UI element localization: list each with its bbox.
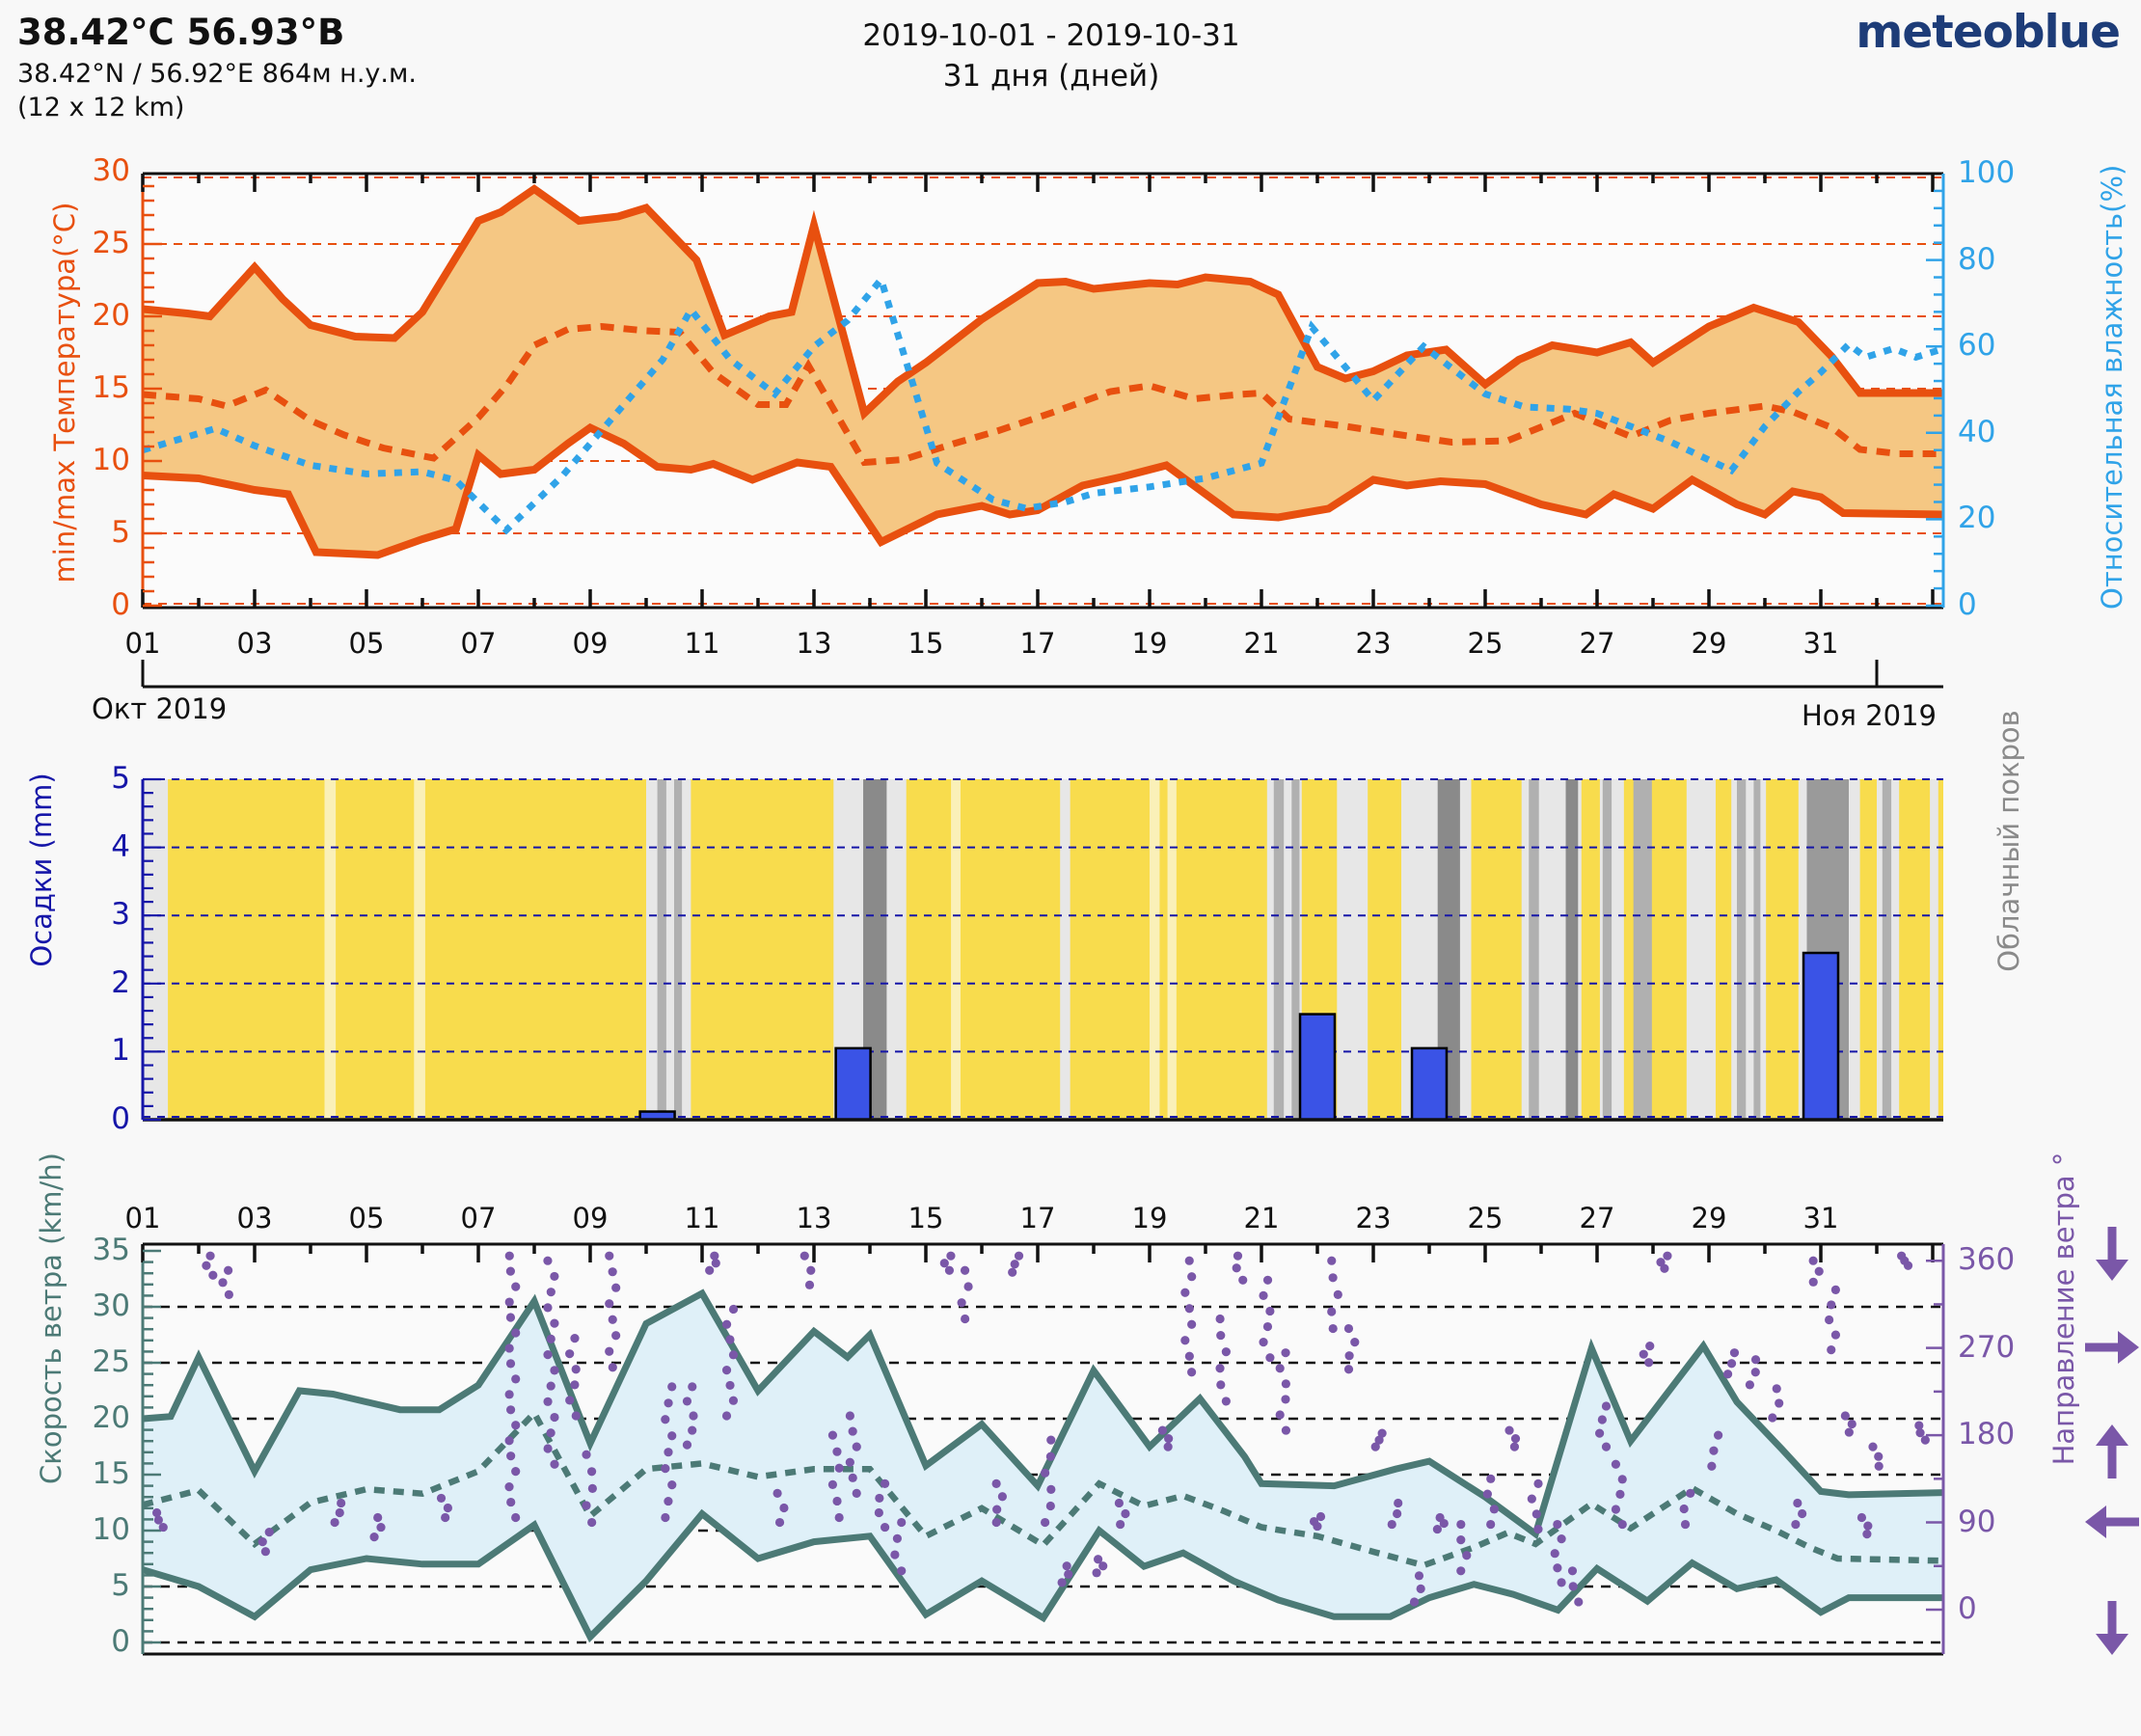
wind-tick-35: 35: [92, 1233, 130, 1267]
wind-dir-tick-90: 90: [1958, 1504, 1996, 1539]
precip-tick-5: 5: [111, 761, 130, 796]
wind-direction-dots: [151, 1251, 1930, 1607]
location-title: 38.42°C 56.93°В: [17, 12, 345, 53]
day-label-wind-13: 13: [796, 1202, 832, 1234]
humidity-tick-60: 60: [1958, 328, 1996, 364]
wind-direction-arrow-icons: [2085, 1227, 2139, 1655]
temp-tick-30: 30: [92, 153, 130, 188]
precip-tick-2: 2: [111, 964, 130, 1000]
wind-arrow-up-icon: [2096, 1424, 2128, 1478]
day-label-temp-03: 03: [236, 627, 273, 660]
precipitation-axis-label: Осадки (mm): [25, 773, 58, 967]
month-label-right: Ноя 2019: [1801, 699, 1937, 732]
day-label-wind-29: 29: [1691, 1202, 1727, 1234]
humidity-tick-100: 100: [1958, 155, 2016, 190]
wind-arrow-right-icon: [2085, 1331, 2139, 1364]
day-count: 31 дня (дней): [942, 59, 1160, 94]
day-label-wind-11: 11: [684, 1202, 720, 1234]
day-label-temp-23: 23: [1355, 627, 1392, 660]
temp-tick-15: 15: [92, 370, 130, 405]
location-coordinates: 38.42°N / 56.92°E 864м н.у.м.: [17, 59, 417, 89]
temp-tick-0: 0: [111, 587, 130, 622]
day-label-temp-27: 27: [1579, 627, 1615, 660]
location-grid-resolution: (12 x 12 km): [17, 93, 185, 122]
date-range-header: 2019-10-01 - 2019-10-31 31 дня (дней): [733, 15, 1369, 96]
day-label-temp-15: 15: [908, 627, 944, 660]
precipitation-chart: [141, 777, 1943, 1122]
wind-direction-axis-label: Направление ветра °: [2047, 1152, 2080, 1466]
wind-arrow-down-icon: [2096, 1227, 2128, 1281]
day-label-temp-17: 17: [1019, 627, 1056, 660]
wind-arrow-left-icon: [2085, 1505, 2139, 1538]
temp-tick-25: 25: [92, 226, 130, 260]
date-range: 2019-10-01 - 2019-10-31: [862, 18, 1240, 53]
month-axis: [141, 660, 1943, 689]
day-label-wind-03: 03: [236, 1202, 273, 1234]
humidity-tick-40: 40: [1958, 414, 1996, 449]
humidity-tick-0: 0: [1958, 587, 1977, 622]
day-label-temp-25: 25: [1467, 627, 1504, 660]
cloud-cover-axis-label: Облачный покров: [1992, 710, 2025, 972]
temperature-chart: [141, 172, 1945, 610]
meteoblue-logo[interactable]: meteoblue: [1856, 6, 2121, 59]
humidity-axis-label: Относительная влажность(%): [2096, 164, 2128, 610]
day-label-wind-27: 27: [1579, 1202, 1615, 1234]
day-label-temp-11: 11: [684, 627, 720, 660]
day-label-wind-21: 21: [1243, 1202, 1280, 1234]
day-label-temp-01: 01: [124, 627, 161, 660]
day-label-wind-19: 19: [1131, 1202, 1168, 1234]
wind-dir-tick-180: 180: [1958, 1417, 2016, 1452]
wind-chart: [141, 1242, 1945, 1656]
precip-tick-3: 3: [111, 897, 130, 933]
temp-tick-5: 5: [111, 515, 130, 550]
wind-tick-10: 10: [92, 1512, 130, 1547]
day-label-wind-01: 01: [124, 1202, 161, 1234]
day-label-temp-09: 09: [572, 627, 609, 660]
day-label-temp-31: 31: [1802, 627, 1839, 660]
day-label-wind-05: 05: [348, 1202, 385, 1234]
wind-arrow-down-icon: [2096, 1601, 2128, 1655]
wind-dir-tick-0: 0: [1958, 1591, 1977, 1626]
day-label-wind-23: 23: [1355, 1202, 1392, 1234]
day-label-wind-25: 25: [1467, 1202, 1504, 1234]
wind-tick-0: 0: [111, 1624, 130, 1659]
humidity-tick-80: 80: [1958, 241, 1996, 277]
day-label-temp-13: 13: [796, 627, 832, 660]
location-header: 38.42°C 56.93°В 38.42°N / 56.92°E 864м н…: [17, 12, 417, 122]
temp-tick-10: 10: [92, 443, 130, 477]
day-label-temp-29: 29: [1691, 627, 1727, 660]
humidity-tick-20: 20: [1958, 501, 1996, 536]
precip-tick-1: 1: [111, 1033, 130, 1069]
day-label-temp-21: 21: [1243, 627, 1280, 660]
wind-tick-5: 5: [111, 1568, 130, 1603]
day-label-temp-07: 07: [460, 627, 497, 660]
wind-tick-15: 15: [92, 1456, 130, 1491]
precip-tick-4: 4: [111, 828, 130, 864]
temp-tick-20: 20: [92, 298, 130, 333]
wind-dir-tick-270: 270: [1958, 1329, 2016, 1365]
wind-dir-tick-360: 360: [1958, 1242, 2016, 1278]
wind-tick-20: 20: [92, 1400, 130, 1435]
day-label-wind-09: 09: [572, 1202, 609, 1234]
day-label-temp-19: 19: [1131, 627, 1168, 660]
day-label-temp-05: 05: [348, 627, 385, 660]
precip-tick-0: 0: [111, 1101, 130, 1136]
day-label-wind-07: 07: [460, 1202, 497, 1234]
day-label-wind-17: 17: [1019, 1202, 1056, 1234]
day-label-wind-15: 15: [908, 1202, 944, 1234]
month-label-left: Окт 2019: [92, 692, 228, 725]
wind-tick-30: 30: [92, 1288, 130, 1323]
wind-tick-25: 25: [92, 1344, 130, 1379]
day-label-wind-31: 31: [1802, 1202, 1839, 1234]
